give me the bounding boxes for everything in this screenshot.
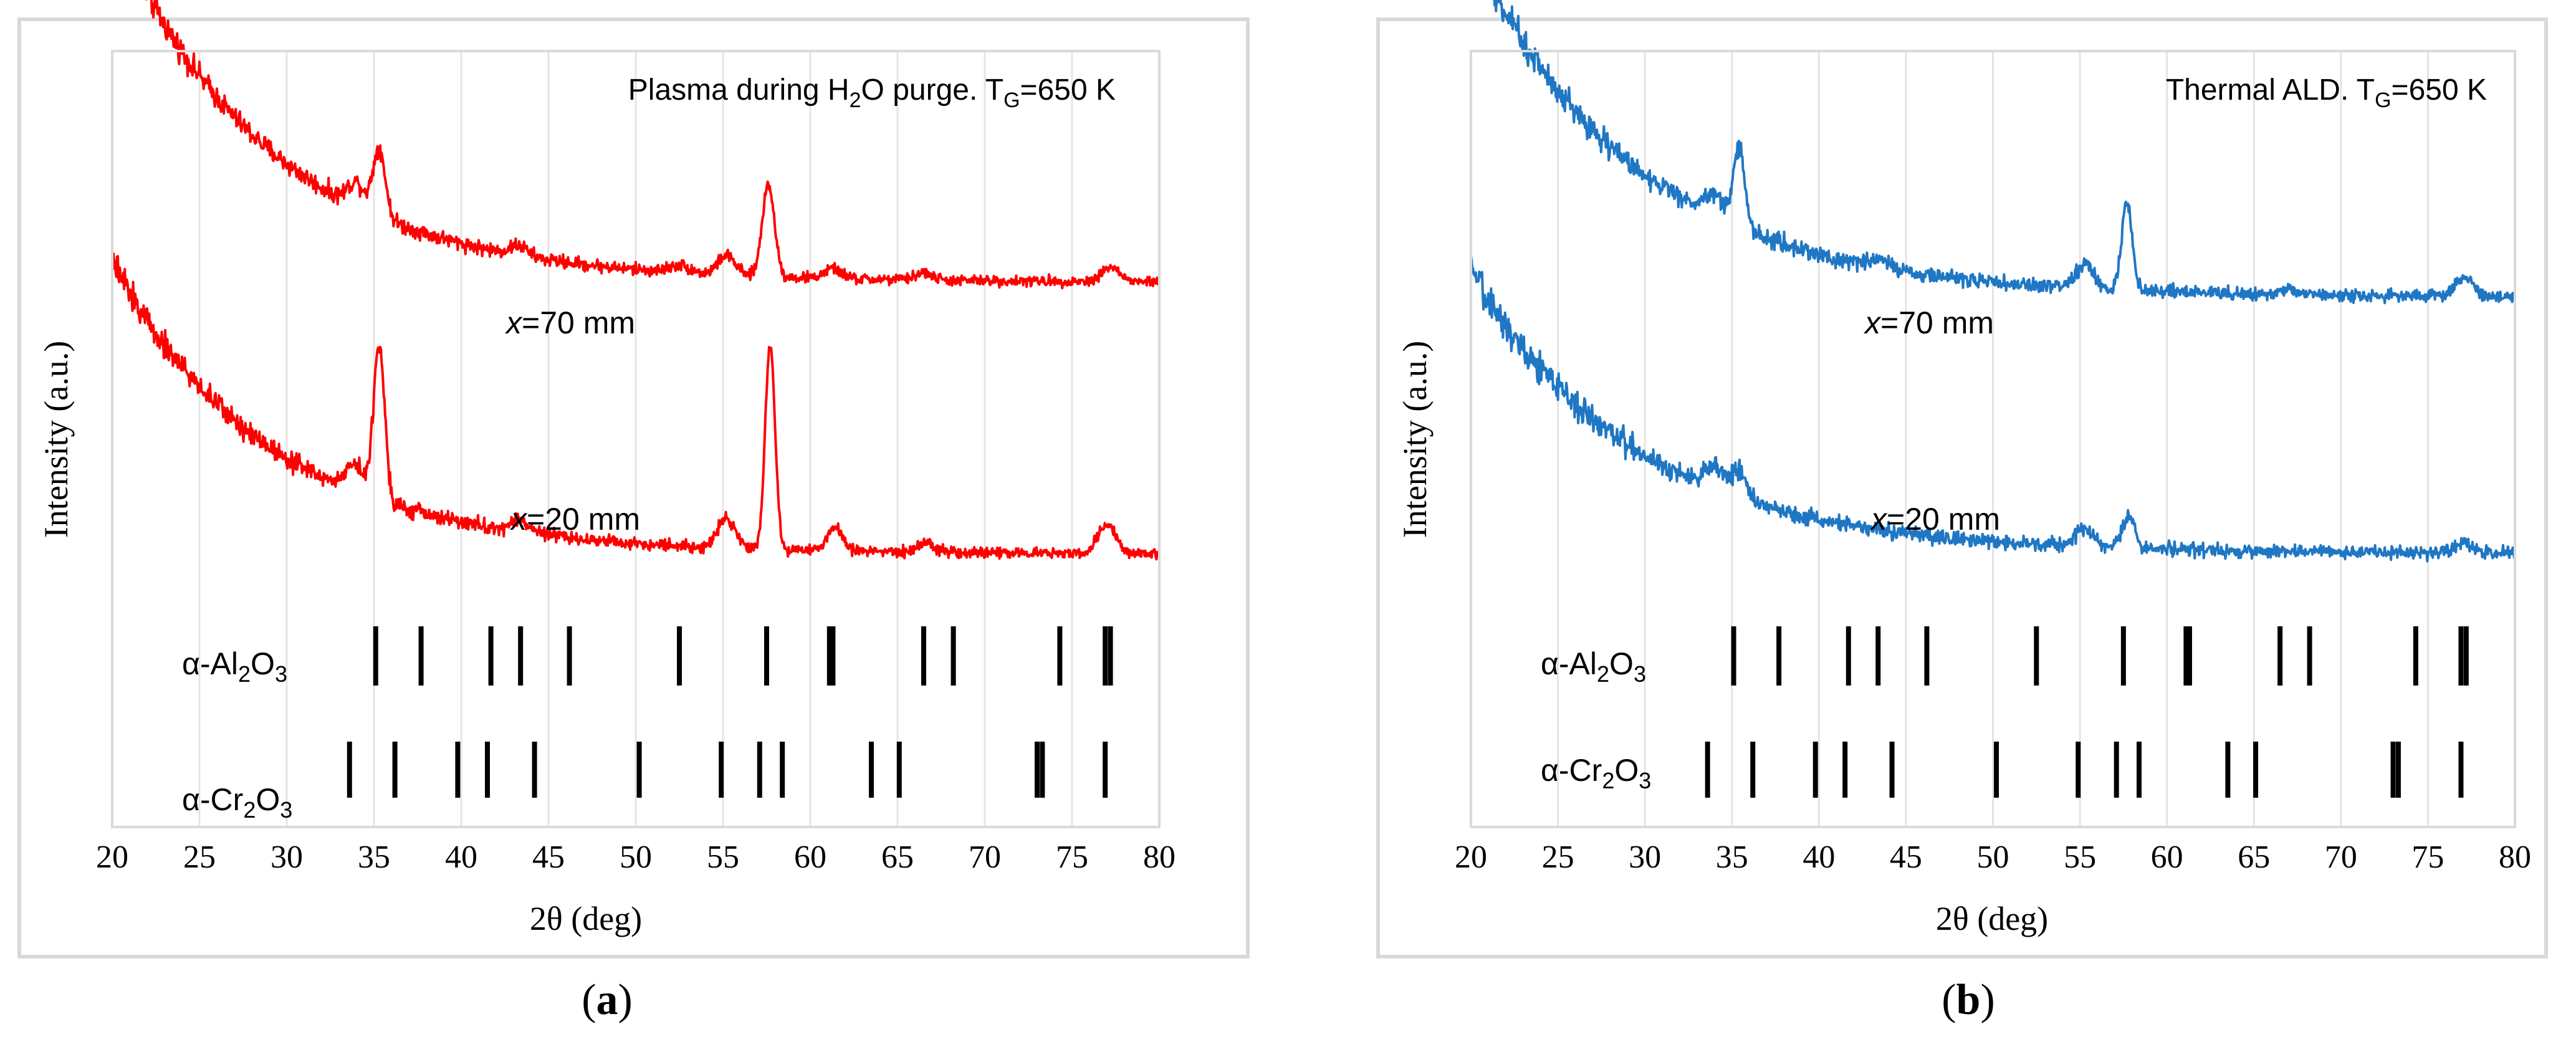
x-tick-label: 25 [183, 839, 216, 875]
x-tick-label: 60 [2151, 839, 2183, 875]
chart-a-plot-area [111, 50, 1161, 828]
series-line-x-70-mm [1493, 0, 2516, 305]
chart-a-refs [347, 626, 1113, 798]
x-tick-label: 50 [620, 839, 652, 875]
chart-b-ref-label-cr2o3: α-Cr2O3 [1541, 753, 1651, 793]
chart-b-grid [1557, 51, 2429, 827]
x-tick-label: 45 [532, 839, 565, 875]
chart-b-plot-area [1470, 50, 2516, 828]
x-tick-label: 20 [96, 839, 128, 875]
x-tick-label: 35 [358, 839, 390, 875]
x-tick-label: 80 [1143, 839, 1175, 875]
chart-b-refs [1705, 626, 2469, 798]
chart-b-ylabel: Intensity (a.u.) [1396, 341, 1434, 538]
x-tick-label: 50 [1977, 839, 2009, 875]
chart-b-curve-label-20: x=20 mm [1870, 502, 2000, 537]
chart-b-curve-label-70: x=70 mm [1864, 305, 1994, 340]
x-tick-label: 20 [1455, 839, 1487, 875]
series-line-x-20-mm [111, 252, 1161, 561]
x-tick-label: 35 [1716, 839, 1748, 875]
x-tick-label: 80 [2499, 839, 2531, 875]
chart-a-ref-label-al2o3: α-Al2O3 [182, 646, 287, 687]
chart-a-ylabel: Intensity (a.u.) [37, 341, 75, 538]
chart-a-curve-label-70: x=70 mm [505, 305, 635, 340]
chart-a: 20 25 30 35 40 45 50 55 60 65 70 75 80 Plasma during… [37, 0, 1175, 937]
chart-a-xlabel: 2θ (deg) [530, 900, 642, 937]
panel-b-frame [1376, 17, 2548, 959]
chart-b-condition: Thermal ALD. TG=650 K [2166, 74, 2487, 112]
panel-a-frame [17, 17, 1250, 959]
chart-b-ticks: 20 25 30 35 40 45 50 55 60 65 70 75 80 [1455, 839, 2531, 875]
x-tick-label: 60 [794, 839, 826, 875]
chart-a-series [111, 0, 1161, 561]
x-tick-label: 25 [1542, 839, 1574, 875]
x-tick-label: 55 [707, 839, 739, 875]
x-tick-label: 55 [2064, 839, 2096, 875]
chart-a-curve-label-20: x=20 mm [510, 502, 640, 537]
chart-a-condition: Plasma during H2O purge. TG=650 K [628, 74, 1116, 112]
series-line-x-20-mm [1470, 255, 2516, 563]
x-tick-label: 70 [2325, 839, 2357, 875]
x-tick-label: 40 [1803, 839, 1835, 875]
chart-a-ref-label-cr2o3: α-Cr2O3 [182, 782, 292, 823]
x-tick-label: 75 [2411, 839, 2444, 875]
chart-a-ticks: 20 25 30 35 40 45 50 55 60 65 70 75 80 [96, 839, 1175, 875]
panel-a-label: (a) [582, 976, 633, 1024]
chart-b-series [1470, 0, 2516, 563]
panel-b-label: (b) [1942, 976, 1995, 1024]
chart-b-ref-label-al2o3: α-Al2O3 [1541, 646, 1646, 687]
x-tick-label: 30 [1629, 839, 1661, 875]
x-tick-label: 75 [1056, 839, 1088, 875]
chart-b-xlabel: 2θ (deg) [1936, 900, 2048, 937]
chart-b: 20 25 30 35 40 45 50 55 60 65 70 75 80 Thermal ALD. … [1396, 0, 2531, 937]
x-tick-label: 30 [271, 839, 303, 875]
x-tick-label: 40 [445, 839, 477, 875]
x-tick-label: 70 [969, 839, 1001, 875]
x-tick-label: 45 [1890, 839, 1922, 875]
x-tick-label: 65 [881, 839, 914, 875]
series-line-x-70-mm [145, 0, 1161, 290]
chart-a-grid [198, 51, 1073, 827]
x-tick-label: 65 [2238, 839, 2270, 875]
